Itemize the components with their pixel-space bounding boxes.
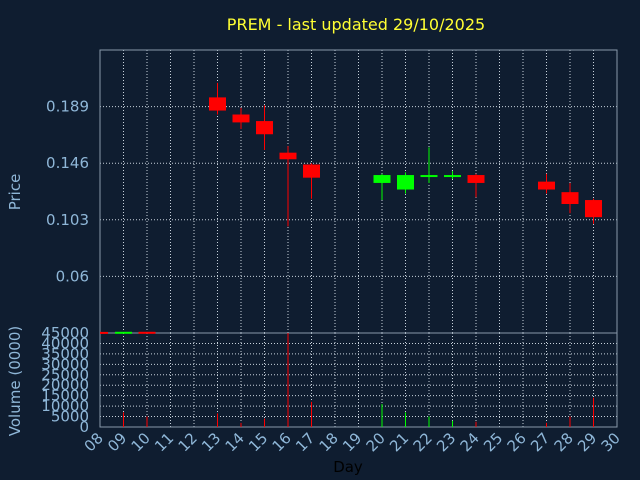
- volume-panel-frame: [99, 332, 618, 428]
- x-tick-label: 16: [269, 429, 295, 455]
- price-tick-label: 0.103: [46, 211, 89, 229]
- candle-body: [256, 121, 273, 135]
- x-tick-label: 14: [222, 429, 248, 455]
- x-tick-label: 19: [339, 429, 365, 455]
- x-tick-label: 10: [128, 429, 154, 455]
- x-tick-label: 09: [104, 429, 130, 455]
- volume-tick-label: 0: [79, 418, 89, 436]
- x-tick-label: 30: [598, 429, 624, 455]
- volume-tick-label: 45000: [41, 324, 89, 342]
- x-tick-label: 13: [198, 429, 224, 455]
- volume-tick-label: 40000: [41, 334, 89, 352]
- candle-body: [444, 175, 461, 178]
- volume-tick-label: 15000: [41, 387, 89, 405]
- x-tick-label: 26: [504, 429, 530, 455]
- price-tick-label: 0.146: [46, 154, 89, 172]
- volume-tick-label: 10000: [41, 397, 89, 415]
- volume-tick-label: 5000: [51, 408, 89, 426]
- candle-body: [303, 164, 320, 178]
- volume-tick-label: 35000: [41, 345, 89, 363]
- x-tick-label: 17: [292, 429, 318, 455]
- x-tick-label: 15: [245, 429, 271, 455]
- x-tick-label: 25: [480, 429, 506, 455]
- candle-body: [467, 175, 485, 183]
- x-tick-label: 21: [386, 429, 412, 455]
- volume-tick-label: 25000: [41, 366, 89, 384]
- volume-panel: 4500040000350003000025000200001500010000…: [41, 324, 618, 436]
- x-tick-label: 22: [410, 429, 436, 455]
- candle-body: [561, 192, 579, 205]
- x-tick-label: 29: [574, 429, 600, 455]
- volume-axis-label: Volume (0000): [6, 326, 24, 436]
- x-tick-label: 20: [363, 429, 389, 455]
- x-axis-ticks: 0809101112131415161718192021222324252627…: [81, 429, 624, 455]
- volume-strip-candle: [115, 331, 132, 334]
- x-tick-label: 28: [551, 429, 577, 455]
- price-axis-label: Price: [6, 174, 24, 211]
- candle-body: [585, 200, 602, 218]
- candle-body: [232, 114, 250, 123]
- chart-title: PREM - last updated 29/10/2025: [227, 15, 485, 34]
- x-tick-label: 11: [151, 429, 177, 455]
- volume-tick-label: 20000: [41, 376, 89, 394]
- x-tick-label: 18: [316, 429, 342, 455]
- candle-body: [397, 175, 414, 190]
- price-tick-label: 0.06: [56, 267, 89, 285]
- x-tick-label: 24: [457, 429, 483, 455]
- x-axis-label: Day: [333, 458, 363, 476]
- x-tick-label: 23: [433, 429, 459, 455]
- volume-tick-label: 30000: [41, 355, 89, 373]
- candle-body: [209, 97, 226, 111]
- x-tick-label: 27: [527, 429, 553, 455]
- x-tick-label: 12: [175, 429, 201, 455]
- price-panel: 0.189 0.146 0.103 0.06: [46, 49, 618, 334]
- candle-body: [538, 181, 555, 190]
- candle-body: [279, 152, 297, 160]
- candle-body: [420, 175, 438, 178]
- candle-body: [373, 175, 391, 183]
- volume-strip-candle: [138, 331, 156, 334]
- volume-strip-candle: [100, 331, 108, 334]
- price-tick-label: 0.189: [46, 98, 89, 116]
